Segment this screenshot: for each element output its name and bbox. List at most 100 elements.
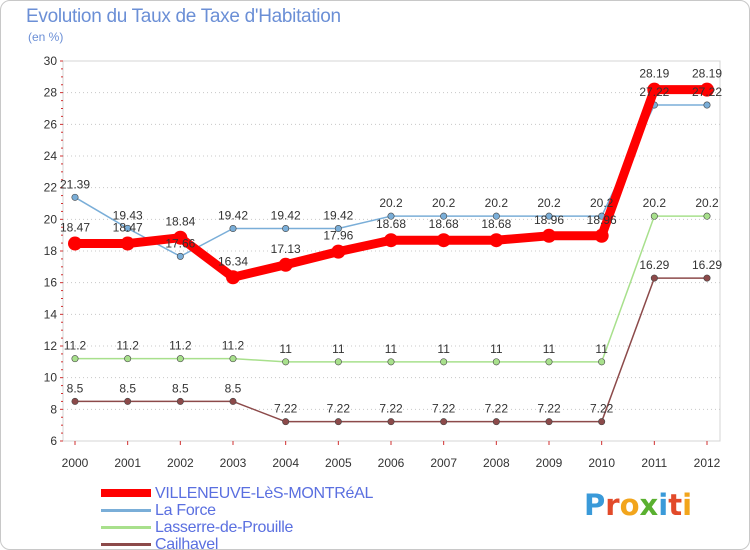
x-tick-label: 2009 <box>536 456 563 470</box>
legend-swatch <box>101 489 151 497</box>
y-tick-label: 6 <box>50 434 57 448</box>
logo-letter: x <box>639 488 659 522</box>
data-point <box>229 397 237 405</box>
data-label: 19.42 <box>271 209 301 223</box>
logo-letter: t <box>668 488 683 522</box>
y-tick-label: 18 <box>44 244 58 258</box>
x-tick-label: 2003 <box>220 456 247 470</box>
x-tick-label: 2012 <box>694 456 721 470</box>
data-point <box>703 212 711 220</box>
data-point <box>650 274 658 282</box>
data-point <box>440 358 448 366</box>
data-label: 27.22 <box>692 85 722 99</box>
legend-swatch <box>101 509 151 512</box>
data-point <box>384 233 398 248</box>
data-point <box>176 397 184 405</box>
x-tick-label: 2010 <box>588 456 615 470</box>
data-point <box>489 233 504 248</box>
y-tick-label: 22 <box>44 181 58 195</box>
data-label: 20.2 <box>379 196 403 210</box>
logo-letter: i <box>658 488 669 522</box>
data-point <box>545 212 553 220</box>
data-label: 18.68 <box>429 217 459 231</box>
data-label: 17.66 <box>165 236 195 250</box>
data-point <box>71 193 79 201</box>
chart-subtitle: (en %) <box>28 30 64 44</box>
y-tick-label: 30 <box>44 54 58 68</box>
data-label: 11 <box>490 342 503 356</box>
data-label: 8.5 <box>172 381 189 395</box>
y-tick-label: 20 <box>44 212 58 226</box>
data-point <box>68 236 82 251</box>
data-label: 7.22 <box>432 402 456 416</box>
data-label: 16.34 <box>218 254 248 268</box>
data-point <box>387 212 395 220</box>
data-point <box>436 233 451 248</box>
data-point <box>387 418 395 426</box>
data-label: 19.42 <box>323 209 353 223</box>
data-point <box>334 418 342 426</box>
data-label: 7.22 <box>327 402 351 416</box>
data-label: 18.47 <box>60 221 90 235</box>
data-point <box>545 418 553 426</box>
data-label: 20.2 <box>432 196 456 210</box>
data-point <box>703 274 711 282</box>
data-label: 11.2 <box>222 339 245 353</box>
data-label: 19.42 <box>218 209 248 223</box>
data-label: 20.2 <box>485 196 509 210</box>
data-point <box>647 82 662 97</box>
data-label: 19.43 <box>113 208 143 222</box>
y-tick-label: 24 <box>44 149 58 163</box>
legend-swatch <box>101 543 151 546</box>
data-label: 8.5 <box>225 381 242 395</box>
data-label: 7.22 <box>590 402 614 416</box>
data-label: 18.68 <box>376 217 406 231</box>
legend-swatch <box>101 526 151 529</box>
data-point <box>176 355 184 363</box>
logo-letter: r <box>605 488 620 522</box>
data-label: 11.2 <box>64 339 87 353</box>
data-label: 20.2 <box>643 196 667 210</box>
data-point <box>334 358 342 366</box>
logo-letter: i <box>682 488 693 522</box>
data-label: 18.96 <box>587 213 617 227</box>
data-point <box>492 212 500 220</box>
data-label: 7.22 <box>274 402 298 416</box>
data-label: 28.19 <box>692 67 722 81</box>
data-label: 11 <box>543 342 556 356</box>
x-tick-label: 2011 <box>641 456 667 470</box>
data-point <box>703 101 711 109</box>
data-label: 7.22 <box>537 402 561 416</box>
y-tick-label: 8 <box>50 402 57 416</box>
data-label: 11 <box>385 342 398 356</box>
data-label: 11 <box>332 342 345 356</box>
data-point <box>650 212 658 220</box>
legend-label: Lasserre-de-Prouille <box>155 519 294 536</box>
x-tick-label: 2002 <box>167 456 194 470</box>
data-point <box>71 355 79 363</box>
data-label: 8.5 <box>119 381 136 395</box>
data-point <box>124 397 132 405</box>
data-label: 18.47 <box>113 221 143 235</box>
data-label: 28.19 <box>639 67 669 81</box>
data-point <box>278 257 293 272</box>
data-point <box>282 358 290 366</box>
data-point <box>440 418 448 426</box>
data-label: 11.2 <box>169 339 192 353</box>
data-label: 27.22 <box>639 85 669 99</box>
data-label: 21.39 <box>60 177 90 191</box>
data-point <box>173 230 188 245</box>
data-point <box>594 228 609 243</box>
logo-letter: P <box>584 488 606 522</box>
data-label: 11 <box>437 342 450 356</box>
y-tick-label: 14 <box>44 307 58 321</box>
data-point <box>492 418 500 426</box>
data-point <box>71 397 79 405</box>
data-label: 20.2 <box>590 196 614 210</box>
data-point <box>176 252 184 260</box>
x-tick-label: 2000 <box>62 456 89 470</box>
data-point <box>545 358 553 366</box>
data-point <box>331 244 346 259</box>
